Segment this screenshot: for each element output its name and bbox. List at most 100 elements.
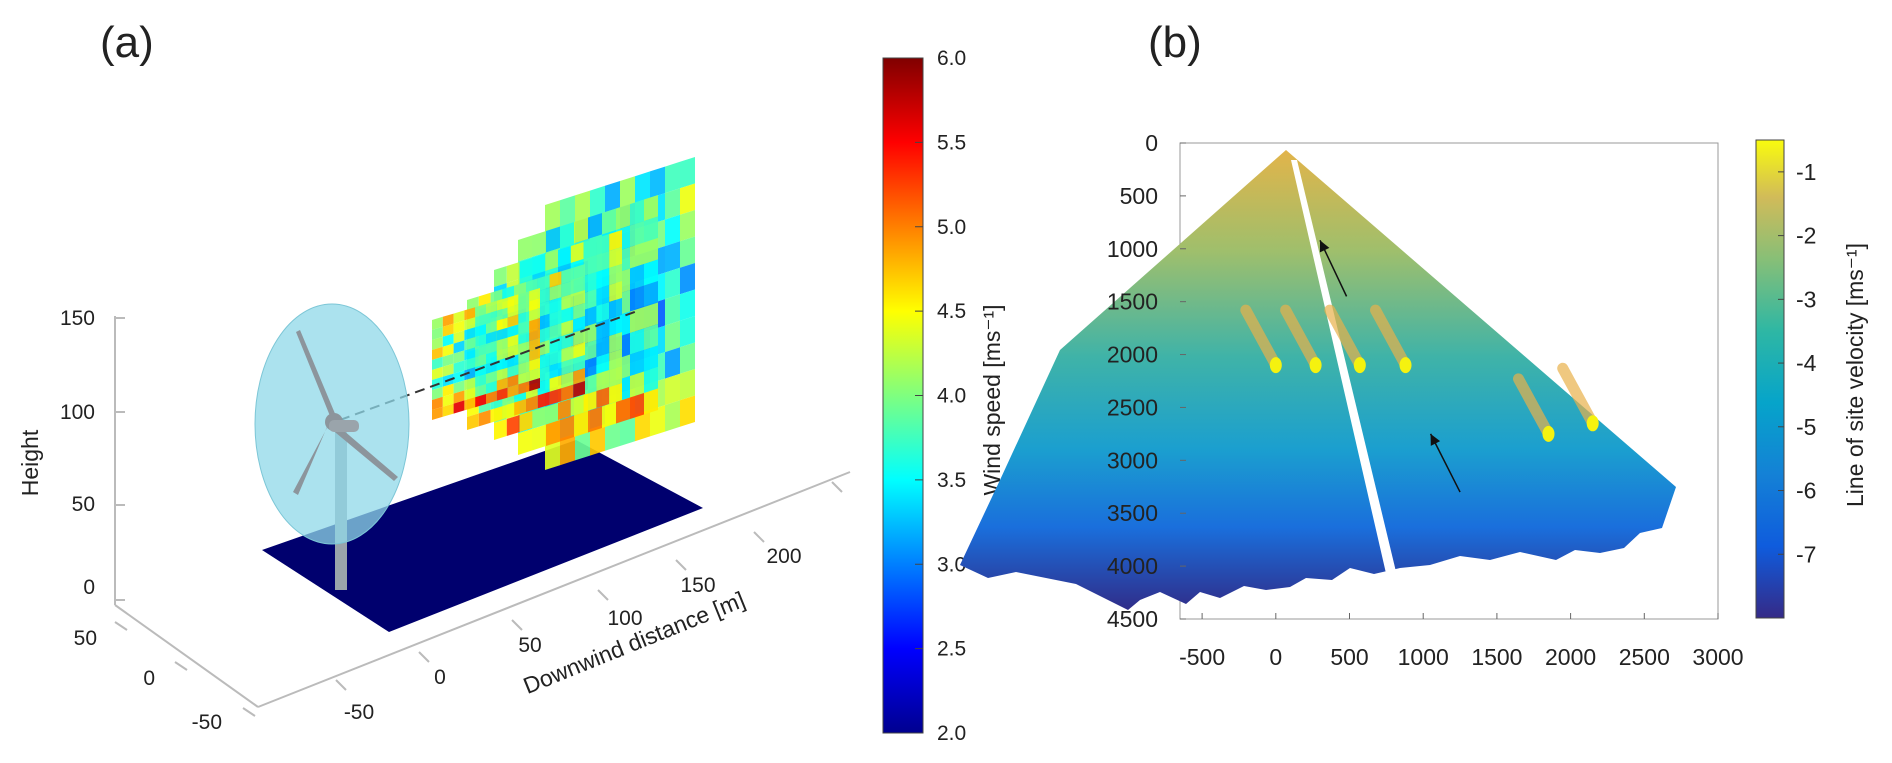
- y-axis-line: [114, 604, 259, 708]
- colorbar-a-label: Wind speed [ms⁻¹]: [979, 304, 1005, 495]
- wake-cell: [494, 266, 507, 287]
- wake-cell: [506, 262, 520, 283]
- wake-cell: [518, 291, 530, 305]
- wake-cell: [665, 294, 680, 326]
- wake-cell: [560, 415, 574, 442]
- wake-cell: [537, 326, 550, 344]
- ground-plane: [262, 440, 703, 632]
- wake-cell: [620, 176, 635, 208]
- wake-cell: [442, 403, 454, 417]
- colorbar-b-tick-label: -2: [1796, 223, 1816, 249]
- x-tick-label: -500: [1179, 644, 1225, 670]
- sector-gap: [1291, 160, 1398, 582]
- y-tick-label: 1000: [1107, 236, 1158, 262]
- y-tick-label: 4000: [1107, 553, 1158, 579]
- wake-cell: [680, 210, 695, 242]
- z-tick-label: 0: [83, 576, 95, 599]
- wake-cell: [644, 238, 658, 264]
- wake-cell: [644, 367, 658, 393]
- wake-cell: [644, 259, 658, 286]
- wake-cell: [464, 377, 476, 391]
- colorbar-b-tick-label: -5: [1796, 414, 1816, 440]
- wake-cell: [680, 236, 695, 268]
- wake-cell: [596, 370, 610, 391]
- wake-cell: [635, 171, 650, 203]
- x-tick-label: 100: [607, 607, 642, 630]
- wake-cell: [532, 231, 546, 257]
- colorbar-b: -7 -6 -5 -4 -3 -2 -1 Line of site velocity [ms…: [1755, 139, 1868, 619]
- wake-cell: [545, 250, 558, 271]
- wake-cell: [630, 285, 644, 312]
- wake-cell: [650, 405, 665, 437]
- wake-cell: [545, 200, 560, 232]
- wake-cell: [490, 406, 503, 423]
- sector-field: [960, 150, 1676, 610]
- wake-cell: [475, 314, 486, 328]
- panel-a-label: (a): [100, 18, 154, 67]
- wake-cell: [630, 393, 644, 419]
- wake-cell: [464, 317, 476, 331]
- wake-cell: [573, 264, 585, 281]
- wake-cell: [573, 290, 585, 307]
- turbine-marker: [1542, 425, 1555, 442]
- wake-cell: [620, 414, 635, 446]
- wake-cell: [496, 297, 508, 311]
- wake-cell: [475, 384, 486, 398]
- x-tick-label: -50: [344, 701, 374, 724]
- z-tick-label: 100: [60, 401, 95, 424]
- wake-cell: [432, 396, 443, 410]
- wake-cell: [573, 277, 585, 294]
- wake-cell: [518, 235, 532, 262]
- x-axis-label: Downwind distance [m]: [519, 586, 748, 699]
- wake-cell: [558, 399, 571, 420]
- z-tick-label: 50: [72, 493, 95, 516]
- turbine-marker: [1586, 415, 1599, 432]
- wake-cell: [442, 363, 454, 377]
- colorbar-a-tick-label: 4.5: [937, 300, 966, 323]
- y-tick-label: 0: [143, 667, 155, 690]
- wake-cell: [453, 390, 465, 404]
- wake-cell: [596, 234, 610, 255]
- wake-cell: [507, 314, 519, 328]
- colorbar-b-gradient: [1755, 139, 1785, 619]
- wake-cell: [475, 344, 486, 358]
- wake-cell: [537, 313, 550, 331]
- wake-cell: [453, 370, 465, 384]
- wake-cell: [494, 419, 507, 440]
- wake-cell: [432, 326, 443, 340]
- wake-cell: [486, 320, 497, 334]
- wake-cell: [432, 356, 443, 370]
- wake-cell: [596, 353, 610, 374]
- wake-cell: [518, 361, 530, 375]
- turbine-wake: [1512, 373, 1554, 440]
- wake-cell: [575, 190, 590, 222]
- wake-cell: [665, 267, 680, 300]
- wake-cell: [475, 324, 486, 338]
- wake-cell: [560, 222, 574, 248]
- wake-cell: [464, 367, 476, 381]
- wake-cell: [549, 323, 562, 340]
- wake-cell: [453, 350, 465, 364]
- wake-cell: [605, 419, 620, 451]
- colorbar-a-tick-label: 5.0: [937, 216, 966, 239]
- wake-cell: [432, 336, 443, 350]
- wake-cell: [537, 378, 550, 396]
- wake-cell: [590, 424, 605, 456]
- x-tick-label: 2000: [1545, 644, 1596, 670]
- wake-cell: [609, 230, 622, 251]
- wake-cell: [560, 195, 575, 227]
- wake-cell: [665, 347, 680, 379]
- colorbar-a-tick-label: 4.0: [937, 385, 966, 408]
- wake-cell: [609, 298, 622, 319]
- wake-cell: [609, 332, 622, 353]
- wake-cell: [518, 371, 530, 385]
- wake-cell: [680, 316, 695, 348]
- z-tick-label: 150: [60, 307, 95, 330]
- wake-cell: [432, 406, 443, 420]
- wake-cell: [453, 380, 465, 394]
- wake-cell: [475, 354, 486, 368]
- colorbar-a: 2.0 2.5 3.0 3.5 4.0 4.5 5.0 5.5 6.0 Wind speed […: [882, 47, 1005, 745]
- wake-cell: [635, 409, 650, 442]
- wake-cell: [519, 411, 533, 432]
- wake-cell: [573, 329, 585, 346]
